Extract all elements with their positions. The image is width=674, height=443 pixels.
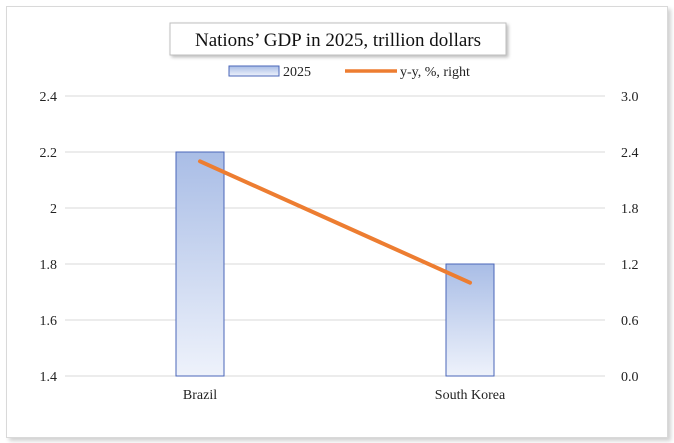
legend-bar-label: 2025 bbox=[283, 65, 311, 80]
y-tick-label: 2 bbox=[50, 202, 57, 217]
y2-tick-label: 2.4 bbox=[621, 146, 639, 161]
y-tick-label: 2.4 bbox=[40, 90, 58, 105]
y2-tick-label: 1.8 bbox=[621, 202, 639, 217]
chart-title: Nations’ GDP in 2025, trillion dollars bbox=[195, 30, 481, 51]
y2-tick-label: 0.0 bbox=[621, 370, 639, 385]
y-tick-label: 1.4 bbox=[40, 370, 58, 385]
x-axis: Brazil South Korea bbox=[183, 388, 506, 403]
y2-tick-label: 3.0 bbox=[621, 90, 639, 105]
y2-tick-label: 1.2 bbox=[621, 258, 639, 273]
x-tick-label: South Korea bbox=[435, 388, 506, 403]
gdp-chart: 1.4 1.6 1.8 2 2.2 2.4 0.0 0.6 1.2 1.8 2.4 3.0 Braz… bbox=[40, 22, 639, 403]
y-tick-label: 2.2 bbox=[40, 146, 58, 161]
gridlines bbox=[65, 95, 605, 377]
bar-brazil bbox=[175, 151, 225, 377]
line-series bbox=[198, 159, 472, 285]
legend: 2025 y-y, %, right bbox=[228, 65, 470, 80]
yy-growth-line bbox=[198, 159, 472, 285]
x-tick-label: Brazil bbox=[183, 388, 217, 403]
chart-title-box: Nations’ GDP in 2025, trillion dollars bbox=[169, 22, 507, 56]
bar-series bbox=[175, 151, 495, 377]
legend-bar-swatch bbox=[228, 65, 280, 77]
y-tick-label: 1.6 bbox=[40, 314, 58, 329]
y-tick-label: 1.8 bbox=[40, 258, 58, 273]
y-axis-left: 1.4 1.6 1.8 2 2.2 2.4 bbox=[40, 90, 58, 385]
legend-line-label: y-y, %, right bbox=[400, 65, 470, 80]
y-axis-right: 0.0 0.6 1.2 1.8 2.4 3.0 bbox=[621, 90, 639, 385]
y2-tick-label: 0.6 bbox=[621, 314, 639, 329]
chart-frame: 1.4 1.6 1.8 2 2.2 2.4 0.0 0.6 1.2 1.8 2.4 3.0 Braz… bbox=[6, 6, 668, 438]
